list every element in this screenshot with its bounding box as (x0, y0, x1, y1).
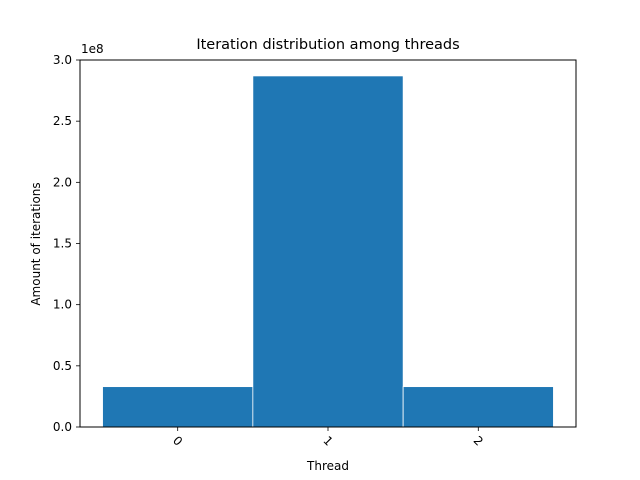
bars-group (102, 75, 554, 428)
chart-title: Iteration distribution among threads (196, 37, 459, 53)
y-tick-label: 1.0 (53, 298, 72, 312)
y-tick-label: 0.0 (53, 420, 72, 434)
y-ticks-group: 0.0 0.5 1.0 1.5 2.0 2.5 3.0 (53, 53, 80, 434)
plot-area-frame (79, 59, 577, 428)
y-tick-label: 3.0 (53, 53, 72, 67)
bar-thread-2 (402, 386, 554, 428)
y-tick-label: 2.5 (53, 114, 72, 128)
x-axis-label: Thread (306, 459, 349, 473)
bar-thread-1 (252, 75, 404, 428)
y-tick-label: 2.0 (53, 175, 72, 189)
y-axis-offset-label: 1e8 (81, 42, 104, 56)
bar-thread-0 (102, 386, 254, 428)
y-tick-label: 0.5 (53, 359, 72, 373)
y-tick-label: 1.5 (53, 237, 72, 251)
y-axis-label: Amount of iterations (29, 182, 43, 305)
